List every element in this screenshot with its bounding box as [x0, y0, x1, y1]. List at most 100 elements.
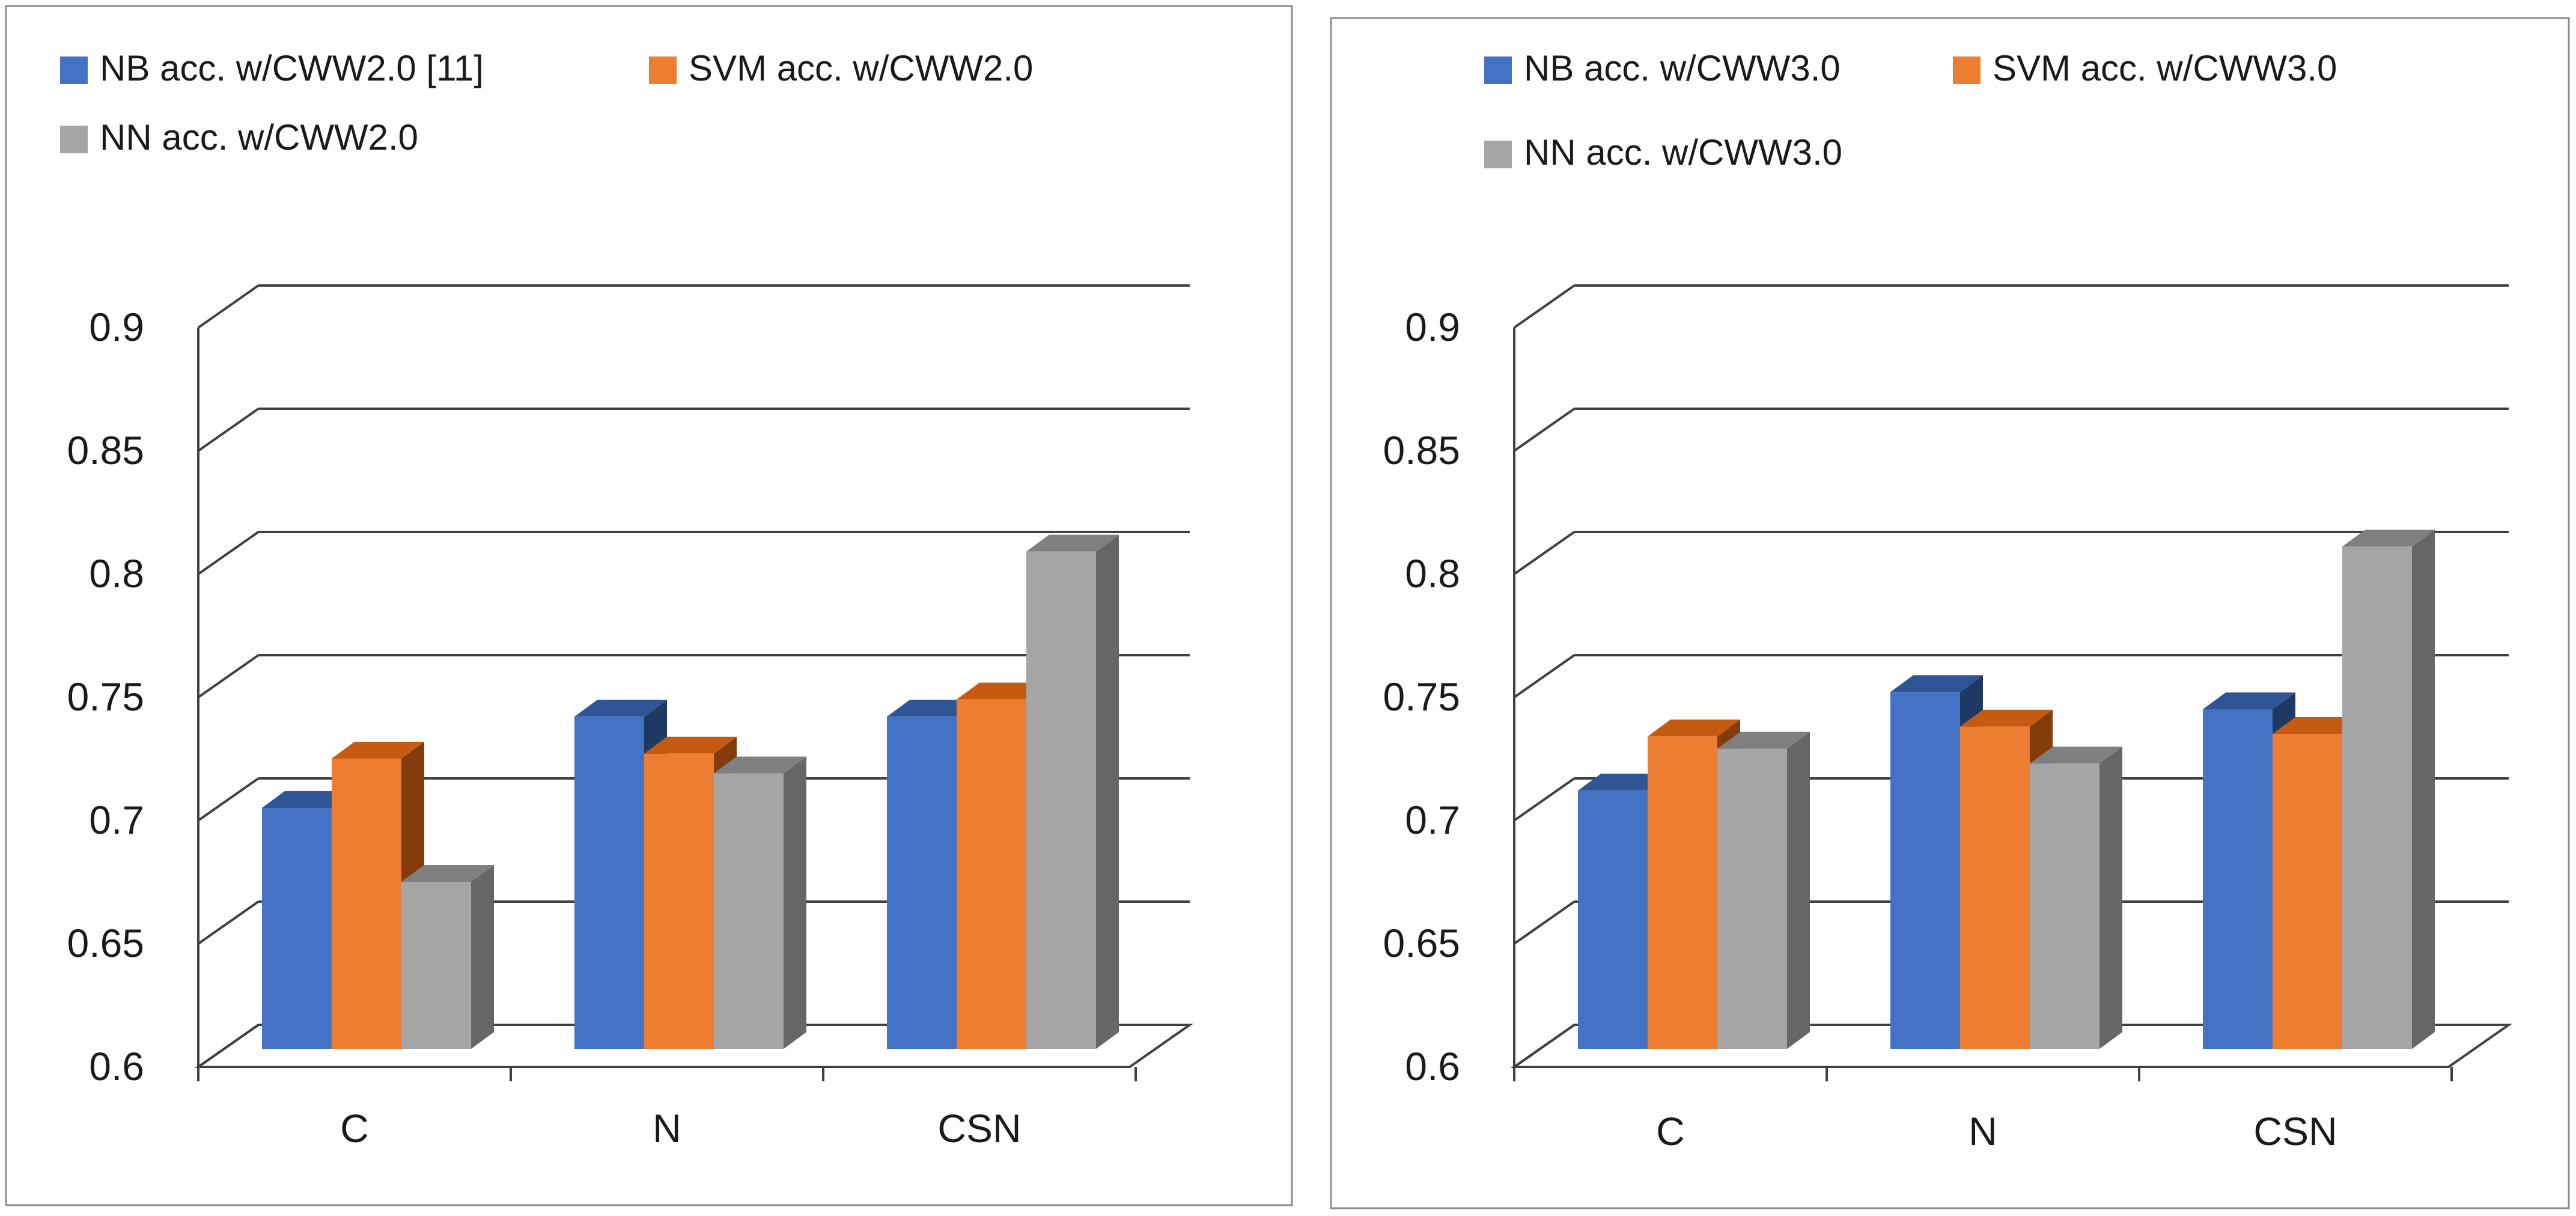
- bar-top: [1578, 774, 1670, 791]
- x-category-label: N: [653, 1106, 681, 1150]
- legend-label-0: NB acc. w/CWW2.0 [11]: [100, 48, 484, 88]
- gridline-depth: [197, 284, 260, 329]
- gridline-depth: [197, 408, 260, 452]
- bar-top: [262, 791, 355, 808]
- bar-side: [2099, 747, 2122, 1049]
- bar-top: [1717, 732, 1810, 749]
- legend-swatch-0: [1484, 57, 1512, 84]
- bars: [1578, 530, 2435, 1049]
- bar-C-2: [401, 865, 494, 1049]
- legend-label-2: NN acc. w/CWW2.0: [100, 117, 418, 157]
- bar-front: [2203, 709, 2273, 1049]
- bar-top: [887, 700, 979, 717]
- bar-top: [2342, 530, 2435, 547]
- y-tick-label: 0.7: [1405, 798, 1460, 842]
- bar-top: [957, 682, 1049, 700]
- bar-N-2: [714, 756, 806, 1049]
- bar-top: [2030, 747, 2122, 764]
- legend-swatch-1: [1953, 57, 1981, 84]
- bar-front: [401, 882, 471, 1049]
- y-tick-label: 0.85: [67, 428, 144, 472]
- gridline-depth: [197, 900, 260, 945]
- legend-swatch-2: [60, 126, 88, 153]
- y-tick-label: 0.8: [1405, 551, 1460, 596]
- bar-top: [1648, 720, 1740, 737]
- bar-front: [887, 716, 957, 1049]
- legend-item: SVM acc. w/CWW2.0: [649, 48, 1033, 88]
- bar-top: [2273, 717, 2365, 734]
- x-category-label: CSN: [2253, 1109, 2337, 1153]
- bar-top: [2203, 692, 2295, 709]
- y-tick-label: 0.7: [89, 798, 144, 842]
- bar-top: [714, 756, 806, 774]
- y-tick-label: 0.9: [1405, 305, 1460, 349]
- gridline-depth: [1513, 654, 1576, 698]
- y-tick-label: 0.85: [1383, 428, 1460, 472]
- y-tick-label: 0.6: [1405, 1044, 1460, 1089]
- y-tick-label: 0.75: [1383, 674, 1460, 719]
- bar-C-1: [332, 742, 424, 1049]
- bars: [262, 534, 1119, 1049]
- y-tick-label: 0.65: [1383, 921, 1460, 965]
- y-tick-label: 0.8: [89, 551, 144, 596]
- legend-swatch-1: [649, 57, 677, 84]
- y-tick-label: 0.9: [89, 305, 144, 349]
- gridline-depth: [197, 531, 260, 575]
- bar-top: [1890, 675, 1983, 692]
- legend-label-1: SVM acc. w/CWW2.0: [689, 48, 1033, 88]
- bar-front: [1960, 726, 2030, 1049]
- bar-front: [1648, 736, 1717, 1049]
- bar-CSN-2: [2342, 530, 2435, 1049]
- chart-floor: [1510, 1024, 2513, 1068]
- legend-item: NB acc. w/CWW2.0 [11]: [60, 48, 484, 88]
- bar-front: [644, 753, 714, 1049]
- x-category-label: N: [1969, 1109, 1997, 1153]
- bar-CSN-2: [1026, 534, 1119, 1049]
- bar-front: [2273, 734, 2342, 1049]
- bar-front: [332, 759, 401, 1049]
- y-tick-label: 0.6: [89, 1044, 144, 1089]
- bar-front: [1890, 692, 1960, 1049]
- bar-N-2: [2030, 747, 2122, 1049]
- bar-side: [1787, 732, 1810, 1049]
- gridline-depth: [1513, 284, 1576, 329]
- x-category-label: C: [340, 1106, 369, 1150]
- chart-panel-right: NB acc. w/CWW3.0 SVM acc. w/CWW3.0 NN acc.…: [1319, 0, 2576, 1216]
- bar-front: [1578, 790, 1648, 1049]
- x-category-label: C: [1656, 1109, 1685, 1153]
- bar-top: [574, 700, 667, 717]
- bar-top: [644, 736, 737, 754]
- bar-top: [1026, 534, 1119, 552]
- bar-front: [2030, 763, 2099, 1049]
- bar-top: [332, 742, 424, 759]
- bar-side: [2412, 530, 2435, 1049]
- legend-swatch-0: [60, 57, 88, 84]
- bar-front: [957, 699, 1026, 1049]
- bar-front: [574, 716, 644, 1049]
- legend: NB acc. w/CWW2.0 [11] SVM acc. w/CWW2.0 NN…: [60, 48, 1033, 157]
- bar-side: [471, 865, 494, 1049]
- gridline-depth: [197, 777, 260, 822]
- gridline-depth: [1513, 531, 1576, 575]
- legend-item: NN acc. w/CWW3.0: [1484, 132, 1842, 173]
- gridline-depth: [1513, 777, 1576, 822]
- legend-item: NB acc. w/CWW3.0: [1484, 48, 1841, 88]
- bar-C-2: [1717, 732, 1810, 1049]
- legend-label-2: NN acc. w/CWW3.0: [1524, 132, 1842, 173]
- bar-front: [1717, 748, 1787, 1049]
- gridline-depth: [1513, 408, 1576, 452]
- bar-front: [1026, 551, 1096, 1049]
- chart-left: NB acc. w/CWW2.0 [11] SVM acc. w/CWW2.0NN…: [5, 5, 1293, 1206]
- gridline-depth: [197, 654, 260, 698]
- bar-front: [262, 808, 332, 1049]
- chart-panel-left: NB acc. w/CWW2.0 [11] SVM acc. w/CWW2.0 NN…: [5, 5, 1293, 1206]
- legend-item: SVM acc. w/CWW3.0: [1953, 48, 2337, 88]
- chart-right: NB acc. w/CWW3.0 SVM acc. w/CWW3.0 NN acc.…: [1330, 17, 2570, 1209]
- chart-floor: [194, 1024, 1194, 1068]
- bar-side: [784, 756, 806, 1049]
- legend-swatch-2: [1484, 141, 1512, 168]
- y-tick-label: 0.75: [67, 674, 144, 719]
- gridline-depth: [1513, 900, 1576, 945]
- bar-top: [401, 865, 494, 882]
- bar-front: [2342, 546, 2412, 1049]
